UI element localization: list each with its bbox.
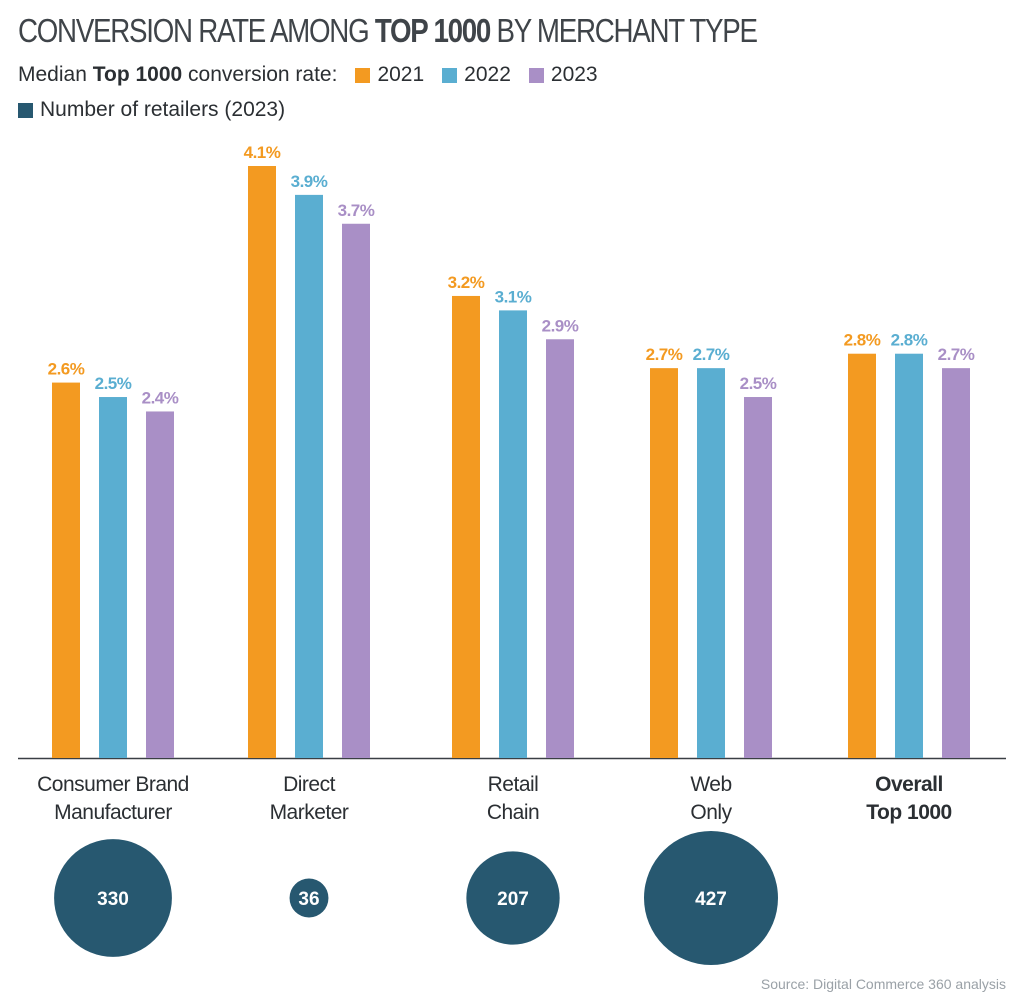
legend-label-retailers: Number of retailers (2023): [40, 98, 286, 121]
legend: Median Top 1000 conversion rate: 2021 20…: [18, 61, 598, 89]
legend-swatch-retailers: [18, 102, 33, 118]
retailer-count-bubble: [289, 878, 329, 918]
data-label-2021: 2.8%: [844, 331, 881, 350]
data-label-2023: 2.9%: [542, 316, 579, 335]
x-tick-label: Only: [690, 801, 732, 824]
x-tick-label: Top 1000: [866, 801, 951, 824]
bar-2021: [248, 166, 276, 758]
x-tick-label: Overall: [875, 773, 943, 796]
data-label-2021: 2.6%: [48, 360, 85, 379]
x-tick-label: Marketer: [270, 801, 349, 824]
retailer-count-label: 207: [497, 889, 529, 910]
data-label-2023: 2.4%: [142, 388, 179, 407]
bar-2021: [452, 295, 480, 758]
retailer-count-bubble: [644, 831, 778, 965]
x-tick-label: Direct: [283, 773, 336, 796]
x-tick-label: Consumer Brand: [37, 773, 189, 796]
data-label-2021: 4.1%: [244, 143, 281, 162]
bar-2022: [895, 353, 923, 758]
title-part: CONVERSION RATE AMONG: [18, 12, 375, 49]
bar-2021: [848, 353, 876, 758]
data-label-2022: 2.8%: [891, 331, 928, 350]
bar-2023: [744, 397, 772, 758]
source-note: Source: Digital Commerce 360 analysis: [760, 976, 1006, 992]
data-label-2021: 3.2%: [448, 273, 485, 292]
legend-label: Median Top 1000 conversion rate:: [18, 63, 338, 86]
retailer-count-label: 427: [695, 889, 727, 910]
legend-swatch-2021: [355, 67, 371, 83]
retailer-count-label: 36: [298, 889, 319, 910]
bar-2022: [99, 397, 127, 758]
x-tick-label: Retail: [488, 773, 539, 796]
legend-retailers: Number of retailers (2023): [18, 96, 285, 124]
legend-item-2021: 2021: [355, 63, 424, 87]
bar-2022: [697, 368, 725, 758]
bar-2022: [295, 194, 323, 758]
legend-item-2022: 2022: [442, 63, 511, 87]
bar-2021: [52, 382, 80, 758]
data-label-2023: 3.7%: [338, 201, 375, 220]
legend-swatch-2023: [528, 67, 544, 83]
x-tick-label: Web: [690, 773, 731, 796]
legend-label-2021: 2021: [377, 63, 425, 86]
legend-swatch-2022: [442, 67, 458, 83]
x-tick-label: Manufacturer: [54, 801, 172, 824]
title-bold-part: TOP 1000: [374, 12, 492, 49]
bar-2023: [942, 368, 970, 758]
data-label-2023: 2.5%: [740, 374, 777, 393]
retailer-count-bubble: [54, 839, 172, 957]
data-label-2022: 3.9%: [291, 172, 328, 191]
legend-label-2022: 2022: [464, 63, 511, 86]
legend-label-2023: 2023: [550, 63, 598, 86]
bar-2021: [650, 368, 678, 758]
data-label-2021: 2.7%: [646, 345, 683, 364]
bar-2022: [499, 310, 527, 758]
chart-title: CONVERSION RATE AMONG TOP 1000 BY MERCHA…: [18, 12, 758, 50]
data-label-2023: 2.7%: [938, 345, 975, 364]
x-tick-label: Chain: [487, 801, 539, 824]
bar-2023: [546, 339, 574, 758]
title-part: BY MERCHANT TYPE: [490, 12, 758, 49]
data-label-2022: 2.7%: [693, 345, 730, 364]
retailer-count-bubble: [466, 851, 560, 945]
bar-2023: [146, 411, 174, 758]
bar-2023: [342, 223, 370, 758]
data-label-2022: 3.1%: [495, 287, 532, 306]
data-label-2022: 2.5%: [95, 374, 132, 393]
retailer-count-label: 330: [97, 889, 129, 910]
legend-item-2023: 2023: [528, 63, 598, 87]
